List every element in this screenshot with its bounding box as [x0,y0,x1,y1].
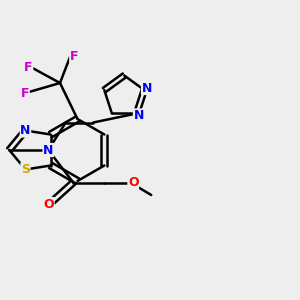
Text: F: F [70,50,78,62]
Text: O: O [44,197,54,211]
Text: O: O [128,176,139,189]
Text: F: F [21,86,29,100]
Text: N: N [43,143,53,157]
Text: N: N [142,82,152,94]
Text: F: F [24,61,33,74]
Text: N: N [134,109,144,122]
Text: N: N [20,124,31,137]
Text: S: S [21,163,30,176]
